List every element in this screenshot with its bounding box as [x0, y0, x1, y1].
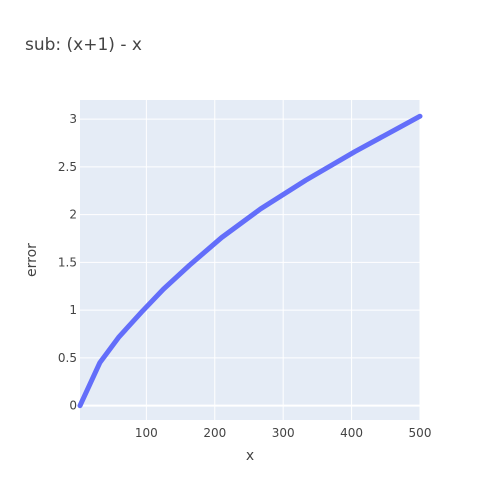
x-tick-label: 500 [409, 426, 432, 440]
y-axis-title: error [24, 243, 40, 277]
y-tick-label: 0.5 [58, 351, 77, 365]
y-tick-label: 3 [69, 112, 77, 126]
x-tick-label: 100 [135, 426, 158, 440]
series-layer [77, 113, 423, 409]
y-axis-ticks: 0 0.5 1 1.5 2 2.5 3 [58, 112, 77, 413]
chart-title: sub: (x+1) - x [25, 35, 142, 55]
x-tick-label: 300 [272, 426, 295, 440]
x-tick-label: 200 [203, 426, 226, 440]
y-tick-label: 2.5 [58, 160, 77, 174]
x-axis-ticks: 100 200 300 400 500 [135, 426, 432, 440]
series-line [77, 113, 423, 409]
y-tick-label: 1.5 [58, 255, 77, 269]
y-tick-label: 0 [69, 399, 77, 413]
x-axis-title: x [246, 448, 254, 464]
plot-area [80, 100, 420, 420]
y-tick-label: 2 [69, 208, 77, 222]
y-tick-label: 1 [69, 303, 77, 317]
x-tick-label: 400 [340, 426, 363, 440]
